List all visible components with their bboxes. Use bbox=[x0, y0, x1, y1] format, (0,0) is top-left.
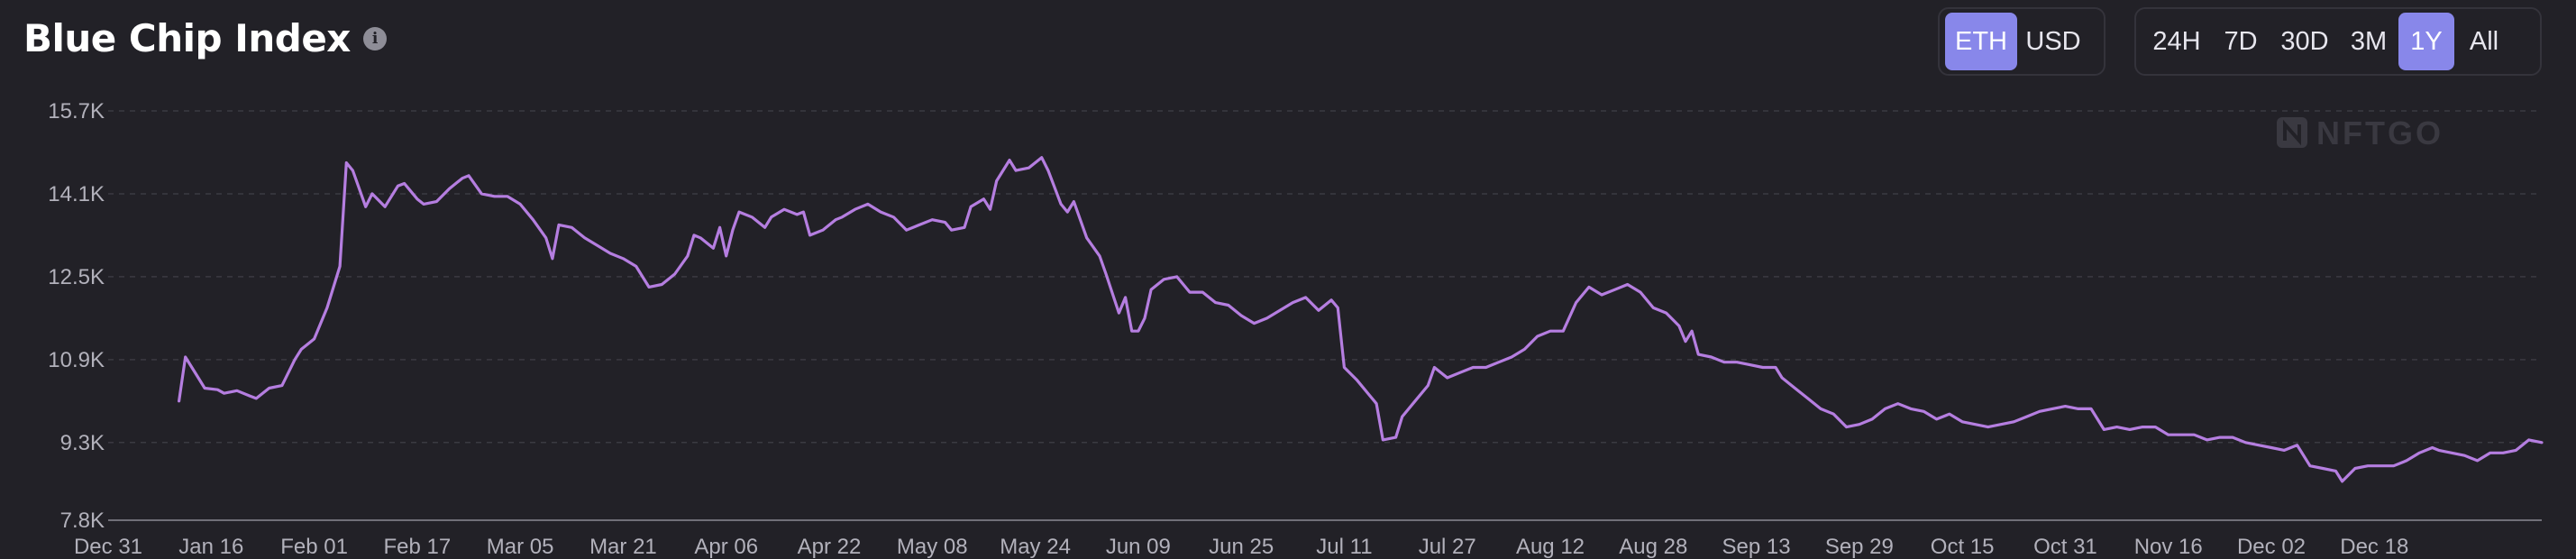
x-tick-label: Sep 13 bbox=[1722, 535, 1791, 559]
x-tick-label: Apr 22 bbox=[798, 535, 862, 559]
y-tick-label: 12.5K bbox=[48, 265, 105, 289]
range-1y-button[interactable]: 1Y bbox=[2398, 13, 2454, 70]
x-tick-label: Mar 05 bbox=[487, 535, 554, 559]
x-tick-label: Jun 25 bbox=[1209, 535, 1274, 559]
x-tick-label: Apr 06 bbox=[694, 535, 758, 559]
page-title-text: Blue Chip Index bbox=[23, 16, 351, 60]
x-axis: Dec 31 Jan 16 Feb 01 Feb 17 Mar 05 Mar 21 Apr … bbox=[74, 535, 2408, 559]
y-tick-label: 9.3K bbox=[60, 431, 105, 455]
currency-toggle: ETH USD bbox=[1938, 7, 2106, 76]
range-24h-button[interactable]: 24H bbox=[2152, 26, 2201, 56]
range-30d-button[interactable]: 30D bbox=[2280, 26, 2329, 56]
x-tick-label: Jul 11 bbox=[1316, 535, 1372, 559]
y-tick-label: 7.8K bbox=[60, 509, 105, 533]
x-tick-label: Aug 28 bbox=[1619, 535, 1687, 559]
x-tick-label: Jul 27 bbox=[1419, 535, 1476, 559]
x-tick-label: Oct 31 bbox=[2033, 535, 2097, 559]
x-tick-label: Dec 18 bbox=[2340, 535, 2408, 559]
x-tick-label: Dec 02 bbox=[2237, 535, 2306, 559]
nftgo-logo-icon bbox=[2277, 117, 2307, 148]
page-title: Blue Chip Index i bbox=[23, 16, 387, 60]
range-7d-button[interactable]: 7D bbox=[2224, 26, 2258, 56]
x-tick-label: Oct 15 bbox=[1931, 535, 1995, 559]
y-tick-label: 10.9K bbox=[48, 348, 105, 372]
x-tick-label: Sep 29 bbox=[1825, 535, 1894, 559]
grid-lines bbox=[108, 110, 2542, 444]
x-tick-label: Dec 31 bbox=[74, 535, 142, 559]
x-tick-label: Jan 16 bbox=[178, 535, 243, 559]
x-tick-label: May 08 bbox=[897, 535, 968, 559]
info-icon[interactable]: i bbox=[362, 26, 387, 50]
x-tick-label: Feb 17 bbox=[383, 535, 451, 559]
x-tick-label: Jun 09 bbox=[1106, 535, 1171, 559]
y-tick-label: 14.1K bbox=[48, 182, 105, 206]
x-tick-label: Mar 21 bbox=[589, 535, 657, 559]
x-tick-label: May 24 bbox=[1000, 535, 1071, 559]
x-tick-label: Aug 12 bbox=[1516, 535, 1585, 559]
y-tick-label: 15.7K bbox=[48, 99, 105, 124]
watermark-text: NFTGO bbox=[2316, 115, 2444, 151]
watermark: NFTGO bbox=[2277, 115, 2444, 151]
x-tick-label: Feb 01 bbox=[280, 535, 348, 559]
currency-usd-button[interactable]: USD bbox=[2025, 26, 2081, 56]
y-axis: 7.8K 9.3K 10.9K 12.5K 14.1K 15.7K bbox=[48, 99, 105, 533]
time-range-toggle: 24H 7D 30D 3M 1Y All bbox=[2134, 7, 2542, 76]
range-3m-button[interactable]: 3M bbox=[2350, 26, 2388, 56]
currency-eth-button[interactable]: ETH bbox=[1945, 13, 2017, 70]
series-line bbox=[178, 156, 2544, 483]
range-all-button[interactable]: All bbox=[2469, 26, 2499, 56]
x-tick-label: Nov 16 bbox=[2134, 535, 2203, 559]
